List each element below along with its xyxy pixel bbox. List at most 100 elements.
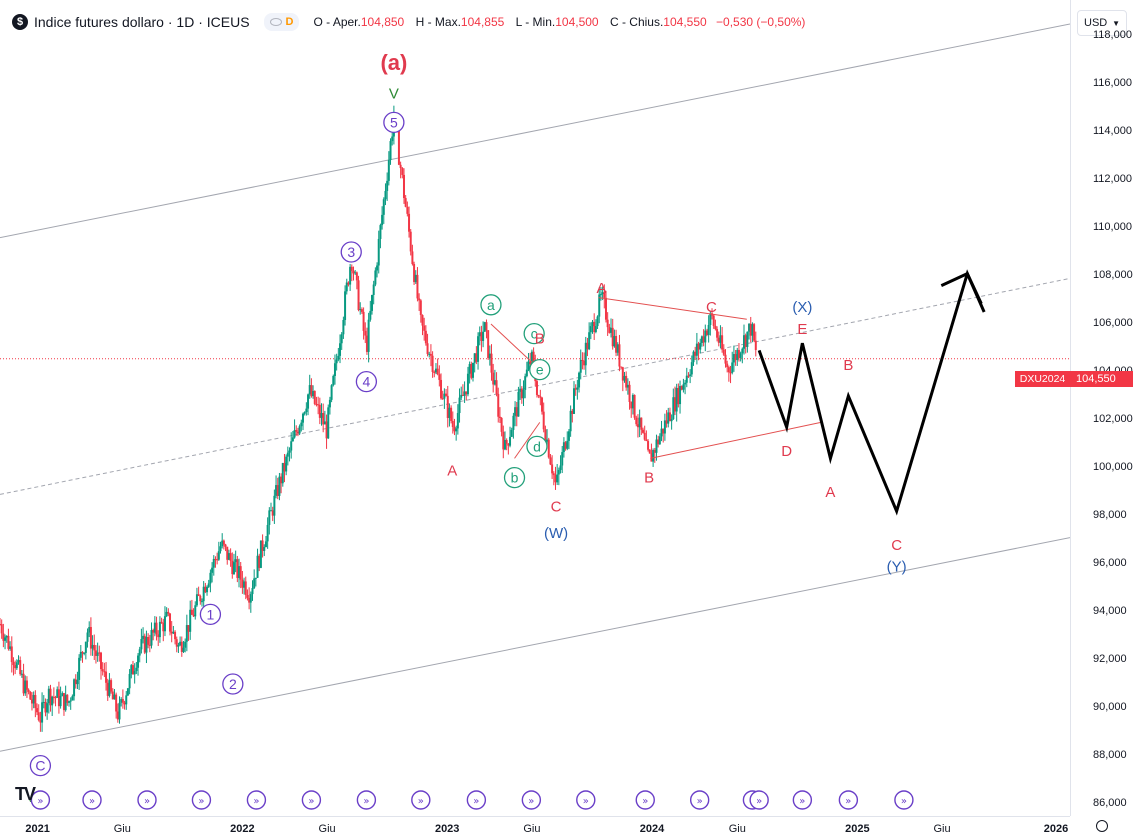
candle-body: [271, 510, 274, 516]
candle-body: [169, 613, 172, 632]
price-axis[interactable]: 86,000 88,000 90,000 92,000 94,000 96,000 98,0…: [1070, 0, 1133, 816]
candle-body: [397, 131, 400, 165]
wave-label: V: [389, 86, 399, 103]
wave-label-circle: [523, 322, 545, 345]
candle-body: [438, 374, 441, 380]
candle-body: [647, 441, 650, 450]
price-tick-label: 110,000: [1093, 221, 1132, 233]
candle-body: [586, 342, 589, 350]
event-marker-glyph: »: [528, 796, 534, 807]
event-marker-icon: [466, 790, 487, 810]
time-tick-label: Giu: [113, 823, 131, 835]
currency-selector[interactable]: USD ▼: [1077, 10, 1127, 36]
symbol-price-tag: DXU2024: [1015, 371, 1070, 387]
wave-label: (W): [544, 525, 568, 542]
high-value: 104,855: [460, 15, 505, 29]
tradingview-logo: TV: [15, 784, 36, 804]
candle-body: [729, 372, 732, 374]
candle-body: [628, 384, 631, 402]
candle-body: [123, 702, 126, 705]
candle-body: [505, 440, 508, 444]
candle-body: [409, 231, 412, 252]
candle-body: [660, 428, 663, 437]
wave-label: a: [487, 297, 495, 313]
candle-body: [657, 439, 660, 445]
candle-body: [241, 579, 244, 588]
candle-body: [364, 330, 367, 336]
candle-body: [152, 630, 155, 633]
candle-body: [291, 437, 294, 442]
interval-badge: D: [285, 16, 294, 28]
candle-body: [295, 430, 298, 432]
candle-body: [37, 712, 40, 721]
candle-body: [238, 566, 241, 578]
candle-body: [177, 645, 180, 647]
candle-body: [78, 657, 81, 680]
candle-body: [69, 700, 72, 702]
candle-body: [318, 404, 321, 418]
candle-body: [753, 324, 756, 341]
candle-body: [310, 385, 313, 397]
candle-body: [741, 348, 744, 354]
candle-body: [275, 485, 278, 496]
candle-body: [754, 340, 757, 350]
price-tick-label: 118,000: [1093, 29, 1132, 41]
candle-body: [428, 353, 431, 355]
candle-body: [350, 266, 353, 271]
candle-body: [29, 691, 32, 700]
time-axis[interactable]: 2021 Giu 2022 Giu 2023 Giu 2024 Giu 2025 Giu 2026: [0, 816, 1070, 840]
candle-body: [487, 330, 490, 359]
candle-body: [332, 375, 335, 386]
candle-body: [544, 429, 547, 442]
candle-body: [330, 385, 333, 400]
candle-body: [256, 555, 259, 578]
candle-body: [347, 282, 350, 285]
event-marker-icon: [137, 790, 157, 810]
wave-label: D: [781, 443, 792, 460]
event-marker-glyph: »: [144, 796, 150, 807]
candle-body: [746, 331, 749, 347]
candle-body: [229, 553, 232, 561]
candle-body: [244, 581, 247, 596]
wave-label-circle: [383, 111, 405, 134]
candle-body: [131, 665, 134, 675]
candle-body: [404, 198, 407, 207]
candle-body: [300, 422, 303, 427]
gear-icon[interactable]: [1096, 820, 1108, 832]
dollar-sign-icon[interactable]: $: [12, 14, 28, 30]
candle-body: [14, 665, 17, 669]
candle-body: [413, 264, 416, 283]
candle-body: [182, 647, 185, 652]
candle-body: [485, 322, 488, 331]
candle-body: [748, 323, 751, 332]
interval-chip[interactable]: D: [263, 13, 300, 31]
candle-body: [5, 635, 8, 638]
candle-body: [115, 694, 118, 712]
candle-body: [680, 386, 683, 390]
candle-body: [551, 464, 554, 474]
candle-body: [719, 335, 722, 343]
candle-body: [658, 436, 661, 445]
candle-body: [41, 702, 44, 723]
candle-body: [328, 399, 331, 408]
candle-body: [192, 614, 195, 617]
candle-body: [212, 558, 215, 568]
candle-body: [105, 671, 108, 683]
time-tick-label: Giu: [728, 823, 746, 835]
candle-body: [492, 372, 495, 385]
event-marker-glyph: »: [37, 796, 43, 807]
candle-body: [264, 541, 267, 548]
candle-body: [530, 351, 533, 365]
candle-body: [519, 388, 522, 392]
candle-body: [552, 473, 555, 476]
candle-body: [266, 524, 269, 542]
chart-title[interactable]: Indice futures dollaro · 1D · ICEUS: [34, 14, 250, 30]
candle-body: [180, 641, 183, 652]
candle-body: [362, 311, 365, 331]
event-marker-icon: [838, 790, 859, 810]
candle-body: [317, 404, 320, 406]
candle-body: [687, 375, 690, 377]
candle-body: [640, 417, 643, 430]
candle-body: [631, 394, 634, 409]
